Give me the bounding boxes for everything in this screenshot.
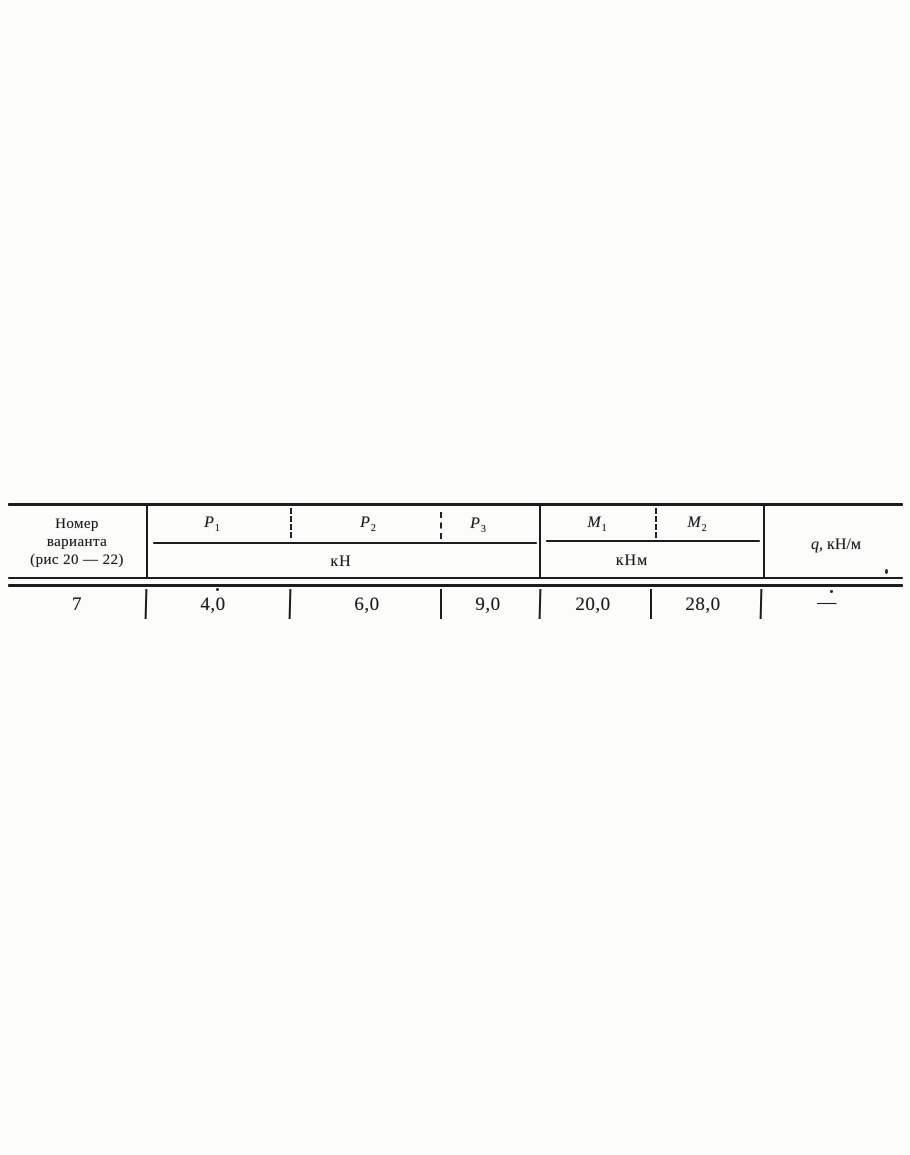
divider-moments-q bbox=[763, 506, 765, 577]
variant-column-header: Номер варианта (рис 20 — 22) bbox=[8, 515, 146, 569]
variant-header-line3: (рис 20 — 22) bbox=[30, 552, 124, 568]
tick-m1-m2 bbox=[655, 508, 657, 538]
p2-subscript: 2 bbox=[370, 523, 376, 534]
forces-subheader-rule bbox=[153, 542, 537, 544]
cell-variant-number: 7 bbox=[72, 594, 82, 615]
divider-forces-moments bbox=[539, 506, 541, 577]
cell-q-value: — bbox=[817, 592, 837, 613]
col-header-q: q, кН/м bbox=[811, 536, 861, 554]
header-separator-rule-upper bbox=[8, 577, 903, 579]
p1-subscript: 1 bbox=[214, 523, 220, 534]
forces-unit-label: кН bbox=[330, 553, 352, 570]
col-header-p2: P2 bbox=[360, 514, 376, 534]
tick-p2-p3 bbox=[440, 512, 442, 539]
q-unit: , кН/м bbox=[819, 536, 861, 553]
table-top-rule bbox=[8, 503, 903, 506]
data-tick-4 bbox=[538, 588, 542, 620]
m2-symbol: M bbox=[687, 514, 701, 531]
variant-header-line1: Номер bbox=[55, 516, 99, 532]
col-header-p1: P1 bbox=[204, 514, 220, 534]
tick-p1-p2 bbox=[290, 508, 292, 538]
m2-subscript: 2 bbox=[701, 523, 707, 534]
col-header-m1: M1 bbox=[587, 514, 606, 534]
p1-symbol: P bbox=[204, 514, 214, 531]
m1-subscript: 1 bbox=[601, 523, 607, 534]
scan-speck bbox=[885, 569, 888, 574]
moments-subheader-rule bbox=[546, 540, 760, 542]
m1-symbol: M bbox=[587, 514, 601, 531]
variant-header-line2: варианта bbox=[46, 534, 108, 550]
data-tick-2 bbox=[288, 588, 292, 620]
moments-unit-label: кНм bbox=[615, 552, 649, 569]
cell-p3-value: 9,0 bbox=[475, 594, 501, 615]
cell-m1-value: 20,0 bbox=[575, 594, 611, 615]
data-tick-1 bbox=[144, 588, 148, 620]
cell-p1-value: 4,0 bbox=[200, 594, 226, 615]
q-symbol: q bbox=[811, 536, 820, 553]
data-tick-5 bbox=[650, 589, 652, 619]
scan-speck bbox=[216, 588, 219, 591]
divider-variant-forces bbox=[146, 506, 148, 577]
data-tick-6 bbox=[759, 588, 763, 620]
col-header-m2: M2 bbox=[687, 514, 706, 534]
cell-p2-value: 6,0 bbox=[354, 594, 380, 615]
p3-subscript: 3 bbox=[480, 524, 486, 535]
col-header-p3: P3 bbox=[470, 515, 486, 535]
header-separator-rule-lower bbox=[8, 584, 903, 587]
cell-m2-value: 28,0 bbox=[685, 594, 721, 615]
p3-symbol: P bbox=[470, 515, 480, 532]
data-tick-3 bbox=[440, 589, 442, 619]
scan-speck bbox=[830, 590, 833, 593]
p2-symbol: P bbox=[360, 514, 370, 531]
